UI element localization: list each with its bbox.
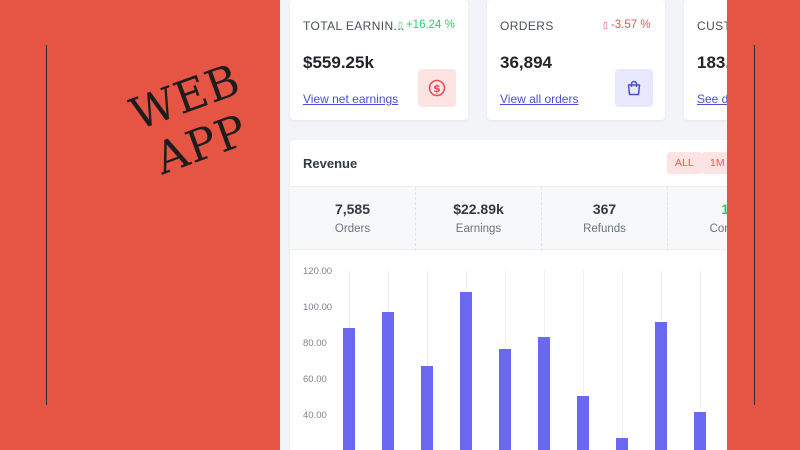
y-tick-label: 40.00 — [303, 410, 327, 421]
grid-line — [622, 270, 623, 450]
stat-conversion: 18. Convers — [668, 187, 727, 251]
stat-value: $22.89k — [453, 201, 504, 217]
card-value: 183. — [697, 53, 727, 72]
left-divider-line — [46, 45, 47, 405]
card-value: 36,894 — [500, 53, 552, 72]
stat-refunds: 367 Refunds — [542, 187, 668, 251]
revenue-stats: 7,585 Orders $22.89k Earnings 367 Refund… — [290, 186, 727, 251]
y-tick-label: 60.00 — [303, 374, 327, 385]
chart-bar — [499, 349, 511, 450]
revenue-card: Revenue ALL 1M 7,585 Orders $22.89k Earn… — [290, 140, 727, 450]
stat-label: Convers — [709, 223, 727, 235]
chart-bar — [655, 322, 667, 450]
stat-label: Orders — [334, 223, 371, 235]
chart-bar — [616, 437, 628, 450]
revenue-title: Revenue — [303, 156, 358, 171]
svg-text:$: $ — [433, 82, 441, 95]
stat-orders: 7,585 Orders — [290, 187, 416, 251]
arrow-up-icon: ▯ — [398, 20, 403, 30]
shopping-bag-icon — [615, 69, 653, 107]
dashboard-screen: TOTAL EARNIN... ▯ +16.24 % $559.25k View … — [280, 0, 727, 450]
customers-card: CUST 183. See d — [684, 0, 727, 120]
card-label: CUST — [697, 19, 727, 33]
view-all-orders-link[interactable]: View all orders — [500, 92, 579, 106]
chart-bar — [694, 412, 706, 450]
grid-line — [427, 270, 428, 450]
chart-bar — [460, 291, 472, 450]
card-change: ▯ -3.57 % — [603, 19, 651, 31]
stat-value: 7,585 — [334, 201, 371, 217]
filter-1m-button[interactable]: 1M — [702, 152, 727, 174]
chart-bar — [538, 336, 550, 450]
promo-title: WEB APP — [124, 54, 262, 188]
chart-bar — [343, 327, 355, 450]
total-earnings-card: TOTAL EARNIN... ▯ +16.24 % $559.25k View … — [290, 0, 468, 120]
grid-line — [700, 270, 701, 450]
view-net-earnings-link[interactable]: View net earnings — [303, 92, 399, 106]
card-label: TOTAL EARNIN... — [303, 19, 405, 33]
chart-bar — [421, 365, 433, 450]
y-tick-label: 100.00 — [303, 302, 333, 313]
card-label: ORDERS — [500, 19, 554, 33]
card-change: ▯ +16.24 % — [398, 19, 455, 31]
filter-all-button[interactable]: ALL — [667, 152, 702, 174]
customers-link[interactable]: See d — [697, 92, 727, 106]
right-divider-line — [754, 45, 755, 405]
stat-earnings: $22.89k Earnings — [416, 187, 542, 251]
stat-value: 18. — [721, 201, 727, 217]
chart-bar — [382, 311, 394, 450]
orders-card: ORDERS ▯ -3.57 % 36,894 View all orders — [487, 0, 665, 120]
y-tick-label: 120.00 — [303, 266, 333, 277]
stat-label: Refunds — [583, 223, 626, 235]
grid-line — [583, 270, 584, 450]
stat-value: 367 — [592, 201, 617, 217]
card-value: $559.25k — [303, 53, 374, 72]
y-tick-label: 80.00 — [303, 338, 327, 349]
stat-label: Earnings — [455, 223, 502, 235]
chart-bar — [577, 396, 589, 450]
dollar-circle-icon: $ — [418, 69, 456, 107]
arrow-down-icon: ▯ — [603, 20, 608, 30]
